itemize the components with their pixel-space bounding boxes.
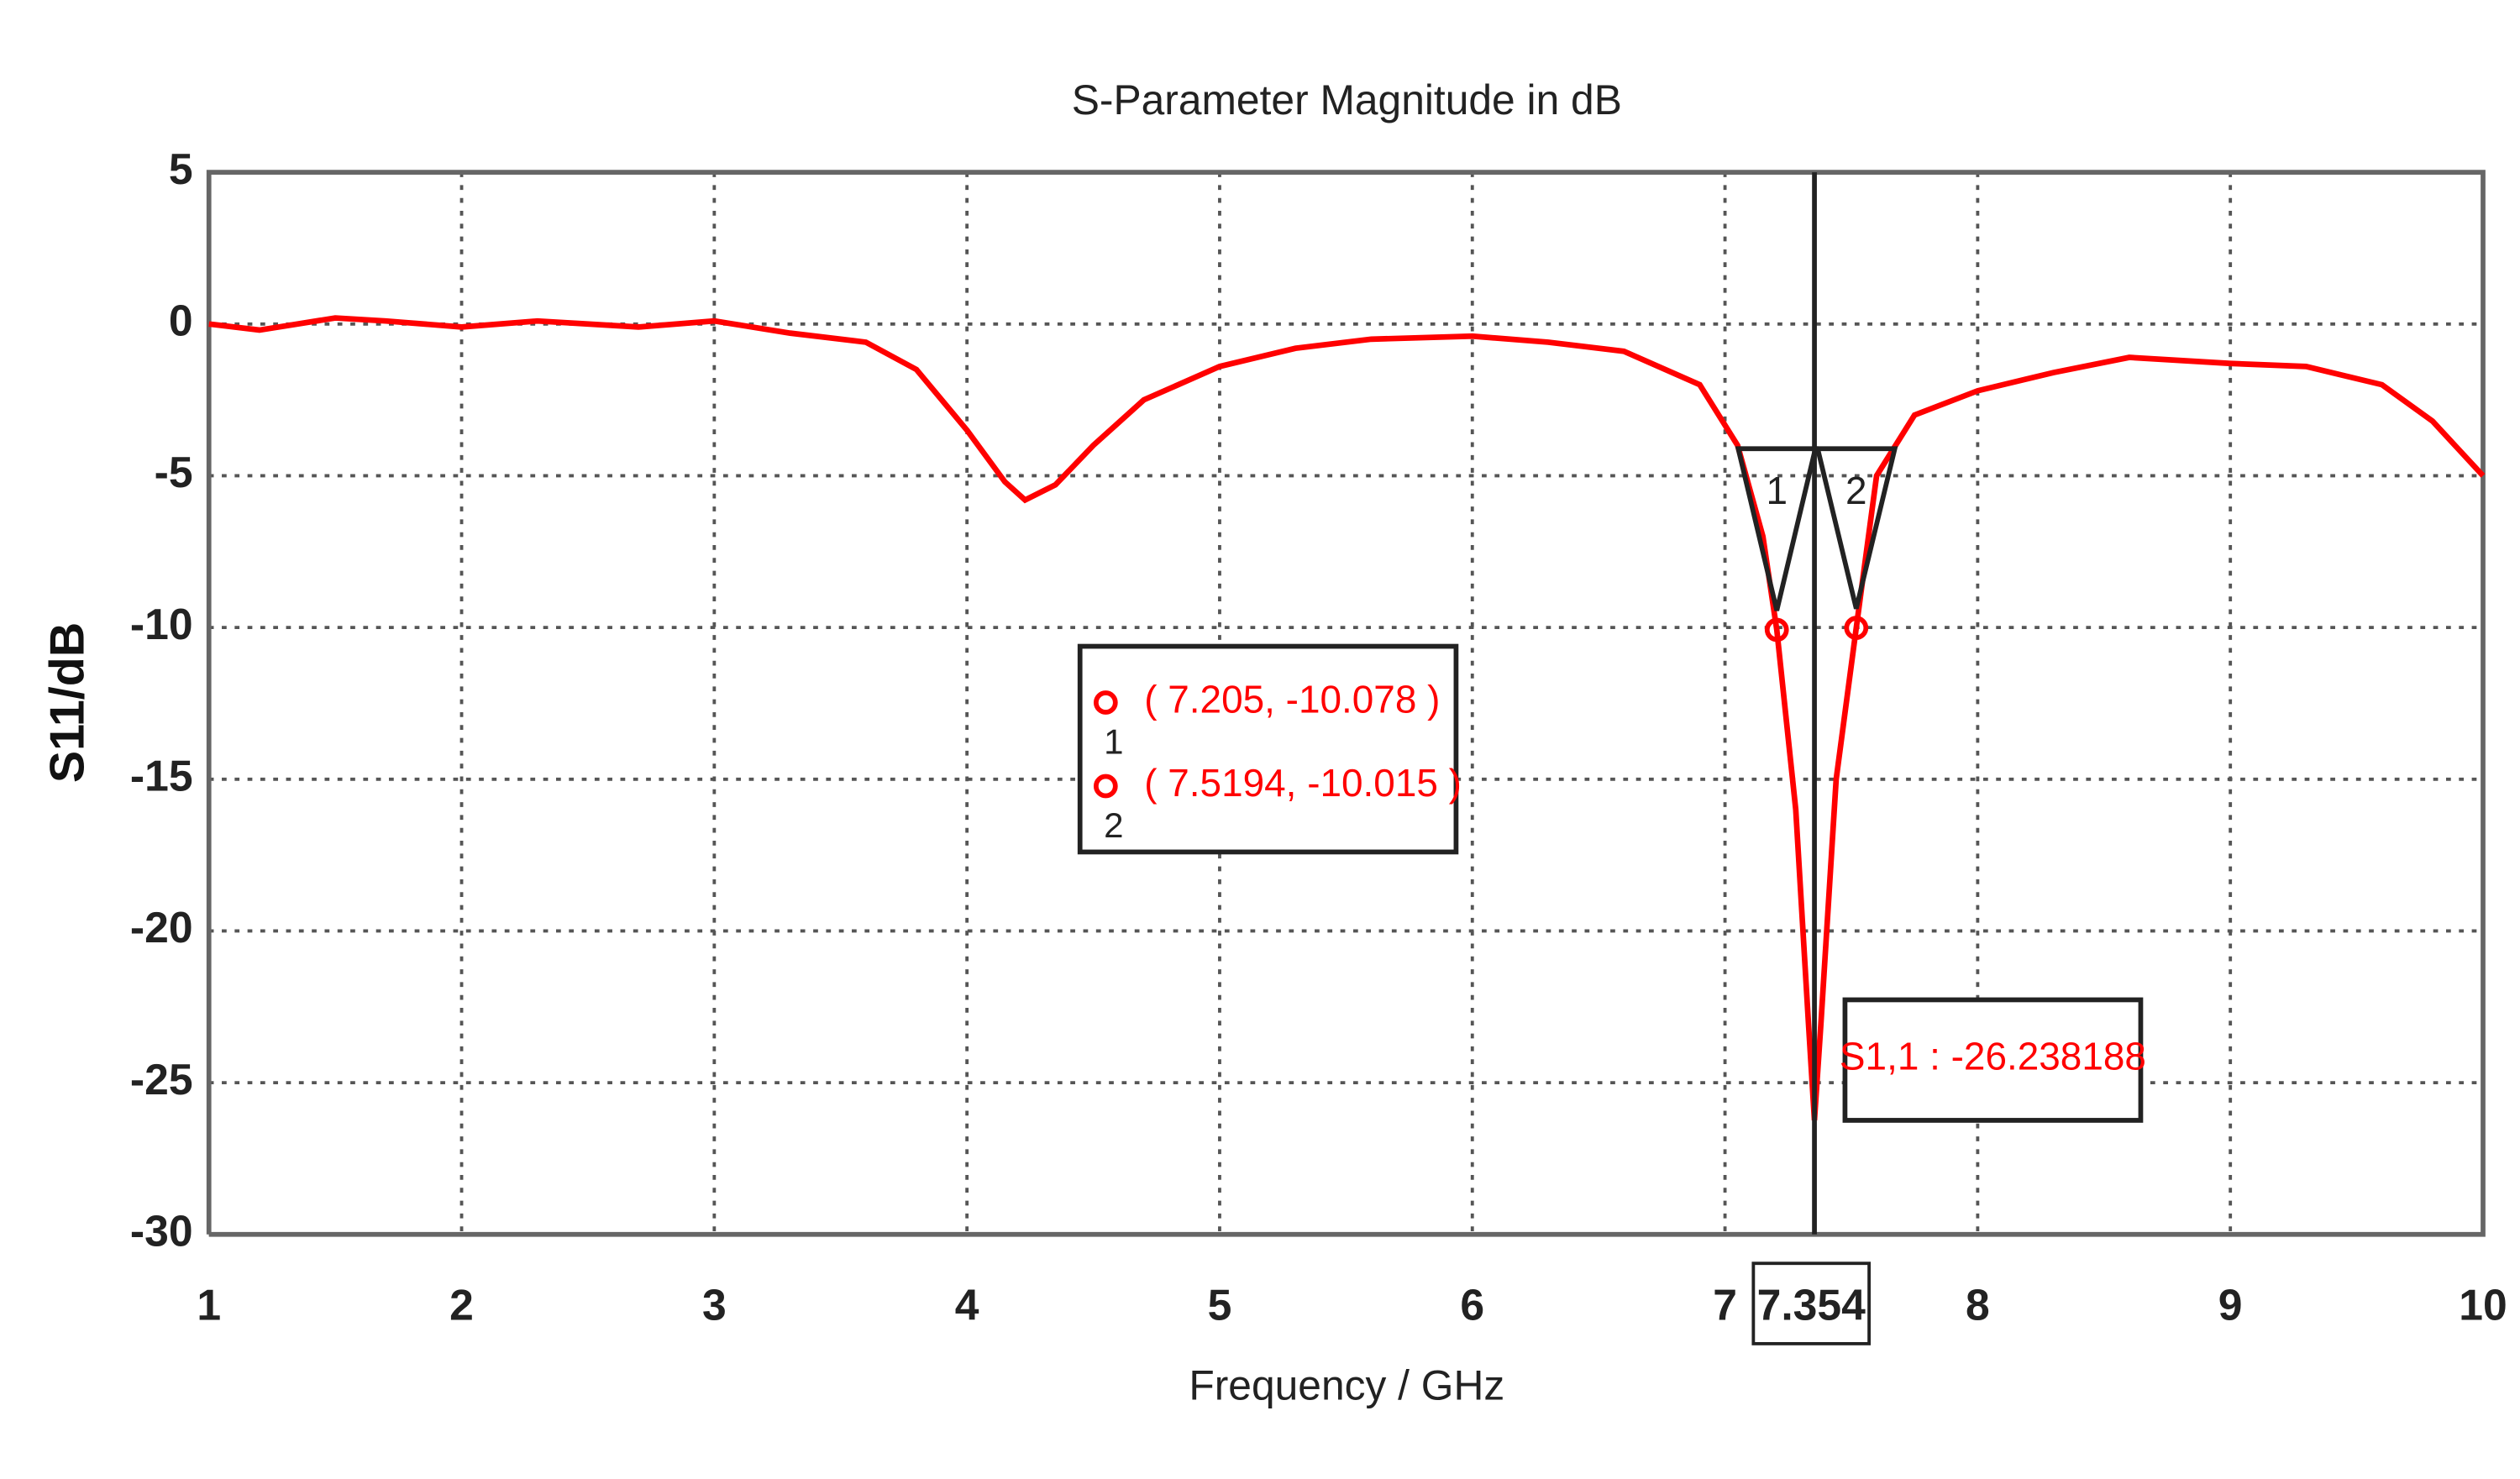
x-tick-label: 3 xyxy=(702,1280,727,1329)
x-tick-label: 9 xyxy=(2218,1280,2243,1329)
marker-table-icon xyxy=(1093,690,1118,715)
x-tick-label: 8 xyxy=(1966,1280,1990,1329)
marker-triangle xyxy=(1735,446,1819,611)
x-tick-label: 2 xyxy=(449,1280,474,1329)
marker-table-icon xyxy=(1093,774,1118,799)
chart-title: S-Parameter Magnitude in dB xyxy=(1072,76,1622,123)
marker-table-label: ( 7.5194, -10.015 ) xyxy=(1144,761,1462,805)
marker-point xyxy=(1844,616,1869,641)
cursor-readout: S1,1 : -26.238188 xyxy=(1840,1034,2146,1078)
y-tick-label: -25 xyxy=(130,1055,193,1104)
x-tick-label: 7 xyxy=(1713,1280,1737,1329)
marker-table xyxy=(1077,643,1459,855)
y-tick-label: -20 xyxy=(130,903,193,952)
readout-box xyxy=(1842,997,2144,1123)
cursor-box xyxy=(1751,1261,1872,1345)
x-tick-label: 10 xyxy=(2459,1280,2507,1329)
marker-table-id: 2 xyxy=(1104,805,1123,845)
marker-id: 1 xyxy=(1766,469,1788,512)
y-tick-label: -30 xyxy=(130,1206,193,1255)
y-tick-label: -5 xyxy=(155,448,193,496)
marker-id: 2 xyxy=(1845,469,1867,512)
y-tick-label: -15 xyxy=(130,751,193,800)
marker-table-id: 1 xyxy=(1104,721,1123,761)
x-tick-label: 1 xyxy=(197,1280,221,1329)
y-tick-label: 0 xyxy=(169,296,193,344)
plot-frame xyxy=(206,170,2486,1237)
marker-table-label: ( 7.205, -10.078 ) xyxy=(1144,678,1440,721)
x-tick-label: 5 xyxy=(1208,1280,1232,1329)
x-tick-label: 4 xyxy=(955,1280,979,1329)
marker-point xyxy=(1764,617,1789,642)
y-axis-label: S11/dB xyxy=(40,622,94,783)
y-tick-label: -10 xyxy=(130,600,193,648)
y-tick-label: 5 xyxy=(169,144,193,193)
x-tick-label: 6 xyxy=(1460,1280,1484,1329)
series-line xyxy=(208,315,2486,1121)
cursor-x-label: 7.354 xyxy=(1757,1280,1866,1329)
marker-triangle xyxy=(1814,446,1898,610)
x-axis-label: Frequency / GHz xyxy=(1189,1362,1504,1409)
